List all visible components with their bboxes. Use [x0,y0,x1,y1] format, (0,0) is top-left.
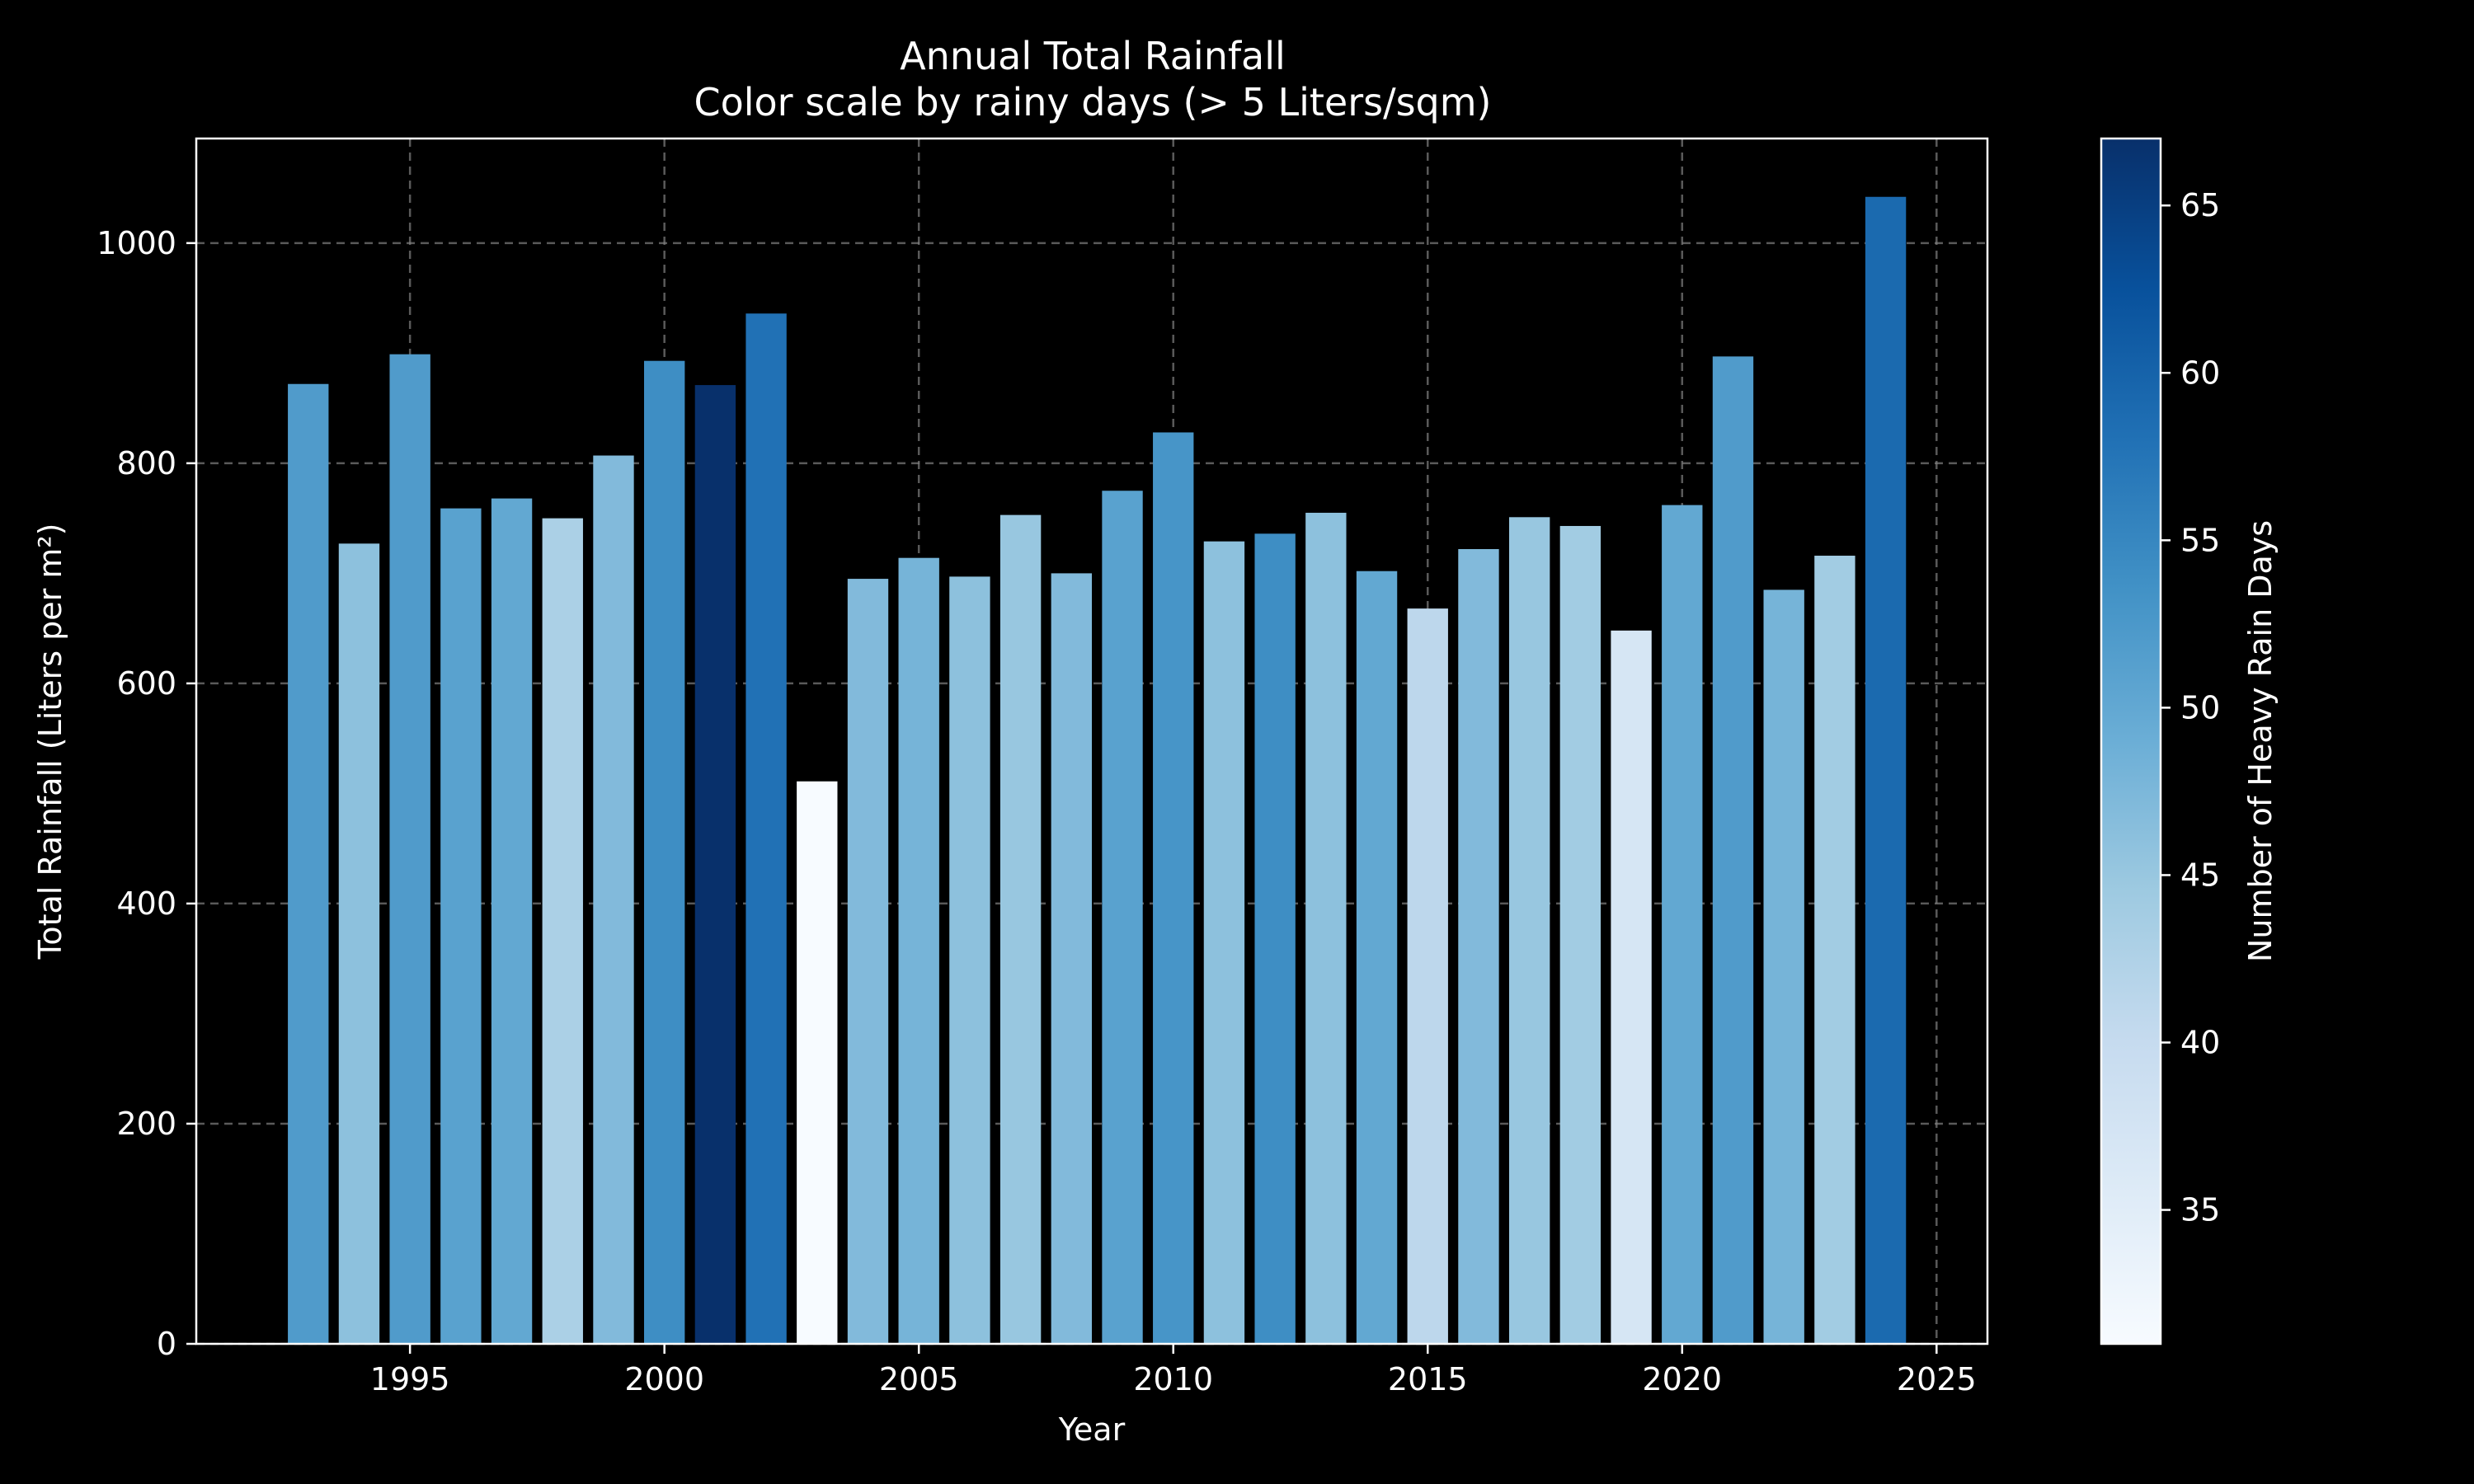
bar-1998 [542,518,583,1344]
chart-title: Annual Total Rainfall [900,34,1286,78]
colorbar-tick-label: 65 [2180,187,2220,223]
bar-1995 [389,354,430,1345]
bar-2007 [999,514,1042,1344]
bar-2012 [1254,533,1296,1344]
bar-2016 [1458,549,1499,1344]
bar-1993 [288,383,329,1345]
colorbar [2101,139,2161,1344]
x-tick-label: 2020 [1642,1361,1722,1397]
x-axis-ticks: 1995 2000 2005 2010 2015 2020 2025 [370,1344,1977,1397]
colorbar-frame [2100,137,2162,1345]
bar-2023 [1814,556,1856,1344]
bar-2015 [1407,608,1448,1344]
y-tick-label: 0 [157,1326,176,1362]
bar-1997 [491,498,533,1344]
x-tick-label: 2015 [1388,1361,1468,1397]
colorbar-ticks: 35 40 45 50 55 60 65 [2161,187,2220,1228]
y-tick-label: 400 [116,885,176,922]
y-tick-label: 800 [116,445,176,481]
y-axis-ticks: 0 200 400 600 800 1000 [96,225,196,1362]
x-tick-label: 2010 [1133,1361,1213,1397]
bar-2005 [898,557,939,1344]
bars [288,196,1907,1345]
bar-2006 [949,576,990,1344]
bar-2002 [745,313,787,1344]
bar-2010 [1153,432,1194,1344]
bar-2014 [1356,571,1398,1344]
plot-frame [195,137,1989,1345]
x-tick-label: 1995 [370,1361,450,1397]
bar-1999 [593,455,634,1344]
bar-2020 [1662,505,1703,1344]
bar-1994 [338,543,380,1344]
y-axis-label: Total Rainfall (Liters per m²) [32,524,68,960]
bar-2024 [1865,196,1907,1345]
y-tick-label: 600 [116,665,176,702]
bar-2021 [1712,356,1754,1345]
colorbar-tick-label: 40 [2180,1025,2220,1061]
x-tick-label: 2005 [879,1361,959,1397]
bar-2000 [644,360,685,1344]
colorbar-label: Number of Heavy Rain Days [2242,520,2279,962]
colorbar-tick-label: 55 [2180,522,2220,558]
colorbar-tick-label: 50 [2180,689,2220,726]
bar-2017 [1508,517,1550,1344]
bar-2013 [1305,512,1347,1344]
colorbar-tick-label: 35 [2180,1192,2220,1228]
bar-2004 [847,579,889,1344]
x-tick-label: 2000 [624,1361,704,1397]
bar-2022 [1763,589,1804,1344]
x-axis-label: Year [1058,1411,1126,1448]
y-tick-label: 200 [116,1106,176,1142]
bar-2018 [1559,525,1602,1344]
colorbar-tick-label: 60 [2180,355,2220,391]
bar-2003 [797,781,838,1344]
y-tick-label: 1000 [96,225,176,261]
bar-2011 [1203,541,1245,1344]
chart-subtitle: Color scale by rainy days (> 5 Liters/sq… [694,80,1491,124]
colorbar-tick-label: 45 [2180,857,2220,893]
bar-2008 [1051,573,1092,1344]
bar-2001 [694,385,736,1344]
bar-1996 [440,508,482,1344]
bar-2019 [1611,630,1652,1344]
x-tick-label: 2025 [1897,1361,1977,1397]
bar-2009 [1102,491,1143,1344]
